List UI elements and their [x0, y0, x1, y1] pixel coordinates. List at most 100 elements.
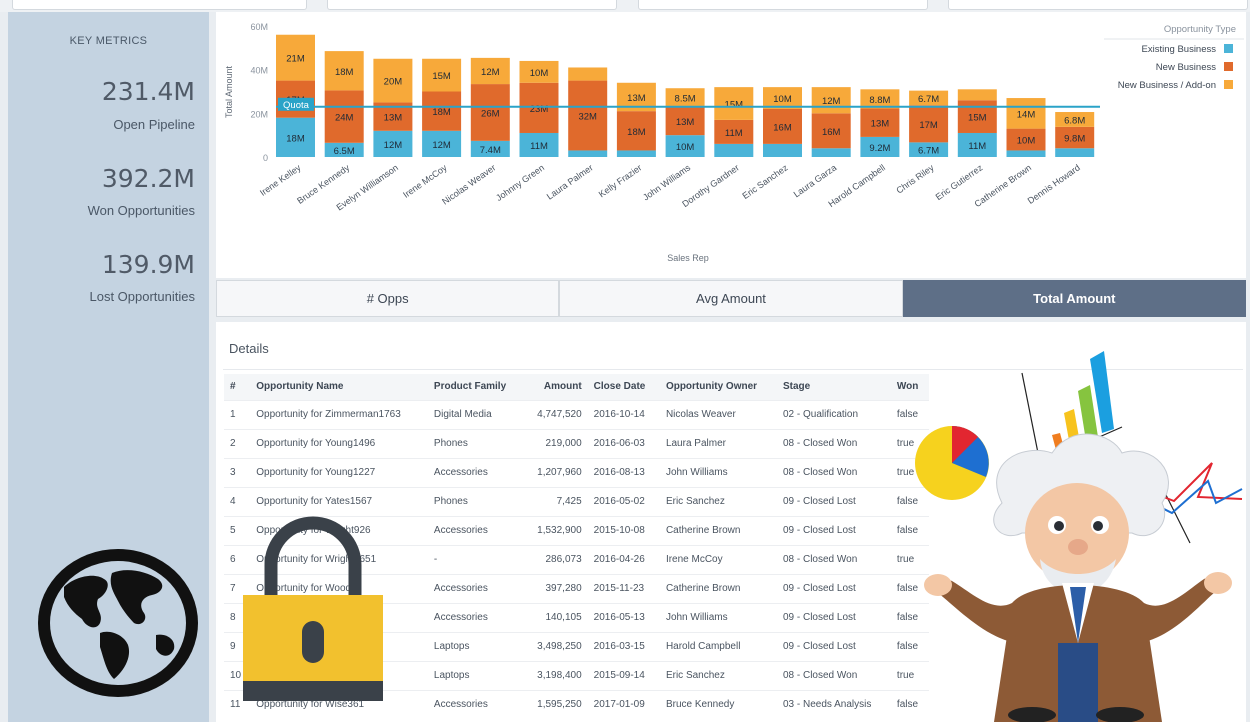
won-opportunities-label: Won Opportunities [87, 203, 195, 218]
table-cell: false [890, 631, 929, 661]
bar-segment [714, 87, 754, 120]
tab-total-amount[interactable]: Total Amount [902, 280, 1246, 317]
data-label: 18M [335, 67, 354, 78]
filter-dropdown-1[interactable] [12, 0, 307, 10]
legend-title: Opportunity Type [1164, 24, 1236, 35]
data-label: 24M [335, 113, 354, 124]
data-label: 6.5M [334, 146, 355, 157]
data-label: 10M [773, 94, 792, 105]
bar-segment [1055, 148, 1095, 157]
table-row[interactable]: 7 Opportunity for Wood9 Accessories 397,280… [224, 573, 929, 603]
filter-dropdown-4[interactable] [948, 0, 1248, 10]
open-pipeline-value: 231.4M [101, 77, 195, 106]
bar-segment [519, 82, 559, 133]
x-tick-label: Eric Sanchez [740, 162, 790, 201]
table-cell: 2016-05-02 [587, 486, 660, 516]
y-tick-label: 60M [250, 22, 268, 32]
column-header[interactable]: Product Family [427, 374, 524, 400]
table-cell: Harold Campbell [659, 631, 777, 661]
bar-segment [470, 84, 510, 141]
table-cell: Accessories [427, 602, 524, 632]
table-cell: 1 [224, 399, 251, 429]
table-cell: 7,425 [523, 486, 588, 516]
won-opportunities-value: 392.2M [101, 164, 195, 193]
data-label: 12M [432, 140, 451, 151]
table-row[interactable]: 1 Opportunity for Zimmerman1763 Digital Me… [224, 399, 929, 429]
details-title: Details [229, 341, 269, 356]
table-cell: Opportunity for Wright1651 [250, 544, 428, 574]
table-cell: 286,073 [523, 544, 588, 574]
pie-chart-icon [915, 426, 989, 500]
column-header[interactable]: Opportunity Owner [659, 374, 777, 400]
table-cell: 397,280 [523, 573, 588, 603]
table-cell: false [890, 689, 929, 719]
x-tick-label: Irene Kelley [258, 162, 303, 198]
table-cell: Eric Sanchez [659, 486, 777, 516]
table-cell: 2015-10-08 [587, 515, 660, 545]
column-header[interactable]: Won [890, 374, 929, 400]
bar-segment [324, 51, 364, 91]
bar-segment [860, 108, 900, 137]
table-cell: 09 - Closed Lost [776, 486, 891, 516]
bar-segment [763, 143, 802, 157]
data-label: 6.8M [1064, 115, 1085, 126]
table-cell: 4 [224, 486, 251, 516]
lost-opportunities-label: Lost Opportunities [89, 289, 195, 304]
tab-opps[interactable]: # Opps [216, 280, 560, 317]
legend-entry: New Business [1156, 62, 1216, 73]
y-tick-label: 20M [250, 109, 268, 119]
x-tick-label: Kelly Frazier [597, 162, 644, 199]
bar-segment [811, 113, 851, 149]
data-label: 18M [432, 107, 451, 118]
filter-dropdown-2[interactable] [327, 0, 617, 10]
column-header[interactable]: # [224, 374, 251, 400]
data-label: 11M [530, 141, 548, 152]
padlock-icon [243, 516, 383, 701]
data-label: 32M [578, 112, 597, 123]
table-cell: 2 [224, 428, 251, 458]
legend-swatch [1224, 62, 1233, 71]
table-row[interactable]: 4 Opportunity for Yates1567 Phones 7,425 201… [224, 486, 929, 516]
table-row[interactable]: 2 Opportunity for Young1496 Phones 219,000 2… [224, 428, 929, 458]
data-label: 10M [676, 142, 695, 153]
table-cell: 2015-09-14 [587, 660, 660, 690]
column-header[interactable]: Opportunity Name [250, 374, 428, 400]
table-cell: Phones [427, 486, 524, 516]
table-row[interactable]: 3 Opportunity for Young1227 Accessories 1,2… [224, 457, 929, 487]
legend-entry: New Business / Add-on [1118, 80, 1216, 91]
table-cell: 08 - Closed Won [776, 457, 891, 487]
table-cell: 6 [224, 544, 251, 574]
table-row[interactable]: 11 Opportunity for Wise361 Accessories 1,59… [224, 689, 929, 719]
table-cell: - [427, 544, 524, 574]
table-cell: Accessories [427, 689, 524, 719]
filter-bar [0, 0, 1250, 12]
table-cell: 09 - Closed Lost [776, 602, 891, 632]
table-cell: 2016-10-14 [587, 399, 660, 429]
x-tick-label: Nicolas Weaver [440, 162, 497, 206]
y-tick-label: 40M [250, 66, 268, 76]
table-cell: 09 - Closed Lost [776, 515, 891, 545]
bar-segment [568, 67, 608, 81]
data-label: 7.4M [480, 145, 501, 156]
filter-dropdown-3[interactable] [638, 0, 928, 10]
data-label: 11M [725, 128, 743, 139]
key-metrics-title: KEY METRICS [69, 35, 148, 47]
measure-tabs: # Opps Avg Amount Total Amount [216, 280, 1246, 317]
table-cell: 2017-01-09 [587, 689, 660, 719]
x-tick-label: Dennis Howard [1026, 162, 1082, 205]
legend-swatch [1224, 44, 1233, 53]
table-cell: 4,747,520 [523, 399, 588, 429]
column-header[interactable]: Stage [776, 374, 891, 400]
table-row[interactable]: 5 Opportunity for Wright926 Accessories 1,5… [224, 515, 929, 545]
column-header[interactable]: Amount [523, 374, 588, 400]
table-cell: 08 - Closed Won [776, 428, 891, 458]
tab-avg-amount[interactable]: Avg Amount [559, 280, 903, 317]
column-header[interactable]: Close Date [587, 374, 660, 400]
bar-segment [714, 119, 754, 144]
data-label: 10M [530, 68, 549, 79]
table-cell: 219,000 [523, 428, 588, 458]
open-pipeline-label: Open Pipeline [113, 117, 195, 132]
data-label: 20M [384, 77, 403, 88]
table-cell: John Williams [659, 602, 777, 632]
table-row[interactable]: 6 Opportunity for Wright1651-286,073 2016-… [224, 544, 929, 574]
